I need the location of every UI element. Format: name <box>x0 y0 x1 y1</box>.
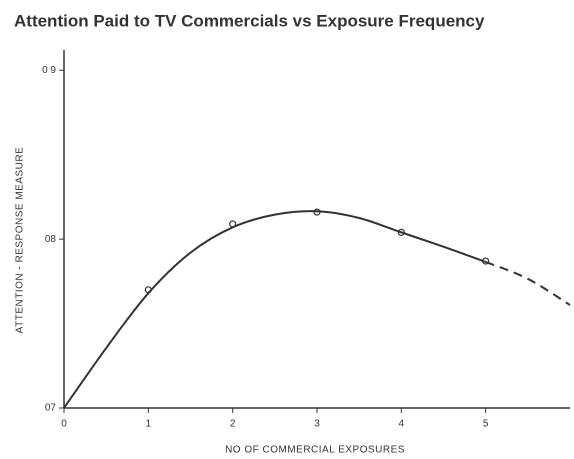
y-tick-label: 07 <box>45 403 57 414</box>
x-tick-label: 0 <box>61 419 67 430</box>
curve <box>63 210 487 409</box>
x-axis-label: NO OF COMMERCIAL EXPOSURES <box>225 445 405 456</box>
dashed-curve <box>485 261 571 306</box>
y-tick-label: 08 <box>45 234 57 245</box>
y-tick-label: 0 9 <box>42 65 56 76</box>
chart-title: Attention Paid to TV Commercials vs Expo… <box>14 11 485 30</box>
x-tick-label: 2 <box>230 419 236 430</box>
x-tick-label: 5 <box>483 419 489 430</box>
x-tick-label: 1 <box>146 419 152 430</box>
y-axis-label: ATTENTION - RESPONSE MEASURE <box>15 147 26 334</box>
x-tick-label: 4 <box>399 419 405 430</box>
x-tick-label: 3 <box>314 419 320 430</box>
